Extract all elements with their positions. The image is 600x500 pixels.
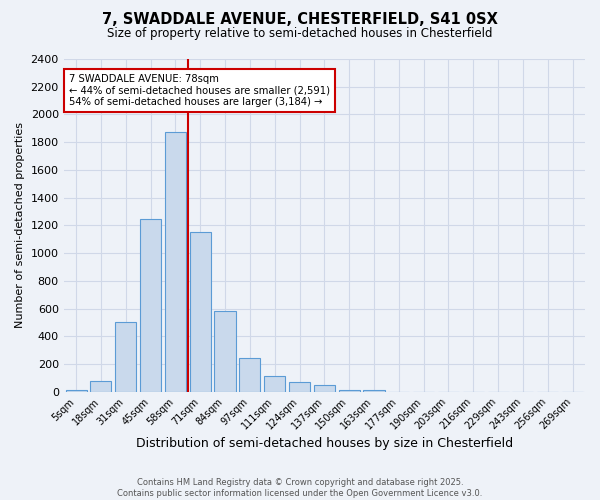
Text: 7 SWADDALE AVENUE: 78sqm
← 44% of semi-detached houses are smaller (2,591)
54% o: 7 SWADDALE AVENUE: 78sqm ← 44% of semi-d…	[69, 74, 330, 107]
Bar	[214, 310, 236, 392]
Bar	[364, 390, 385, 392]
Bar	[140, 219, 161, 392]
Bar	[239, 358, 260, 392]
Bar	[314, 386, 335, 392]
Bar	[65, 390, 86, 392]
Y-axis label: Number of semi-detached properties: Number of semi-detached properties	[15, 122, 25, 328]
Text: 7, SWADDALE AVENUE, CHESTERFIELD, S41 0SX: 7, SWADDALE AVENUE, CHESTERFIELD, S41 0S…	[102, 12, 498, 28]
Bar	[338, 390, 360, 392]
Bar	[264, 376, 285, 392]
X-axis label: Distribution of semi-detached houses by size in Chesterfield: Distribution of semi-detached houses by …	[136, 437, 513, 450]
Text: Contains HM Land Registry data © Crown copyright and database right 2025.
Contai: Contains HM Land Registry data © Crown c…	[118, 478, 482, 498]
Bar	[289, 382, 310, 392]
Bar	[115, 322, 136, 392]
Bar	[190, 232, 211, 392]
Text: Size of property relative to semi-detached houses in Chesterfield: Size of property relative to semi-detach…	[107, 28, 493, 40]
Bar	[91, 380, 112, 392]
Bar	[165, 132, 186, 392]
